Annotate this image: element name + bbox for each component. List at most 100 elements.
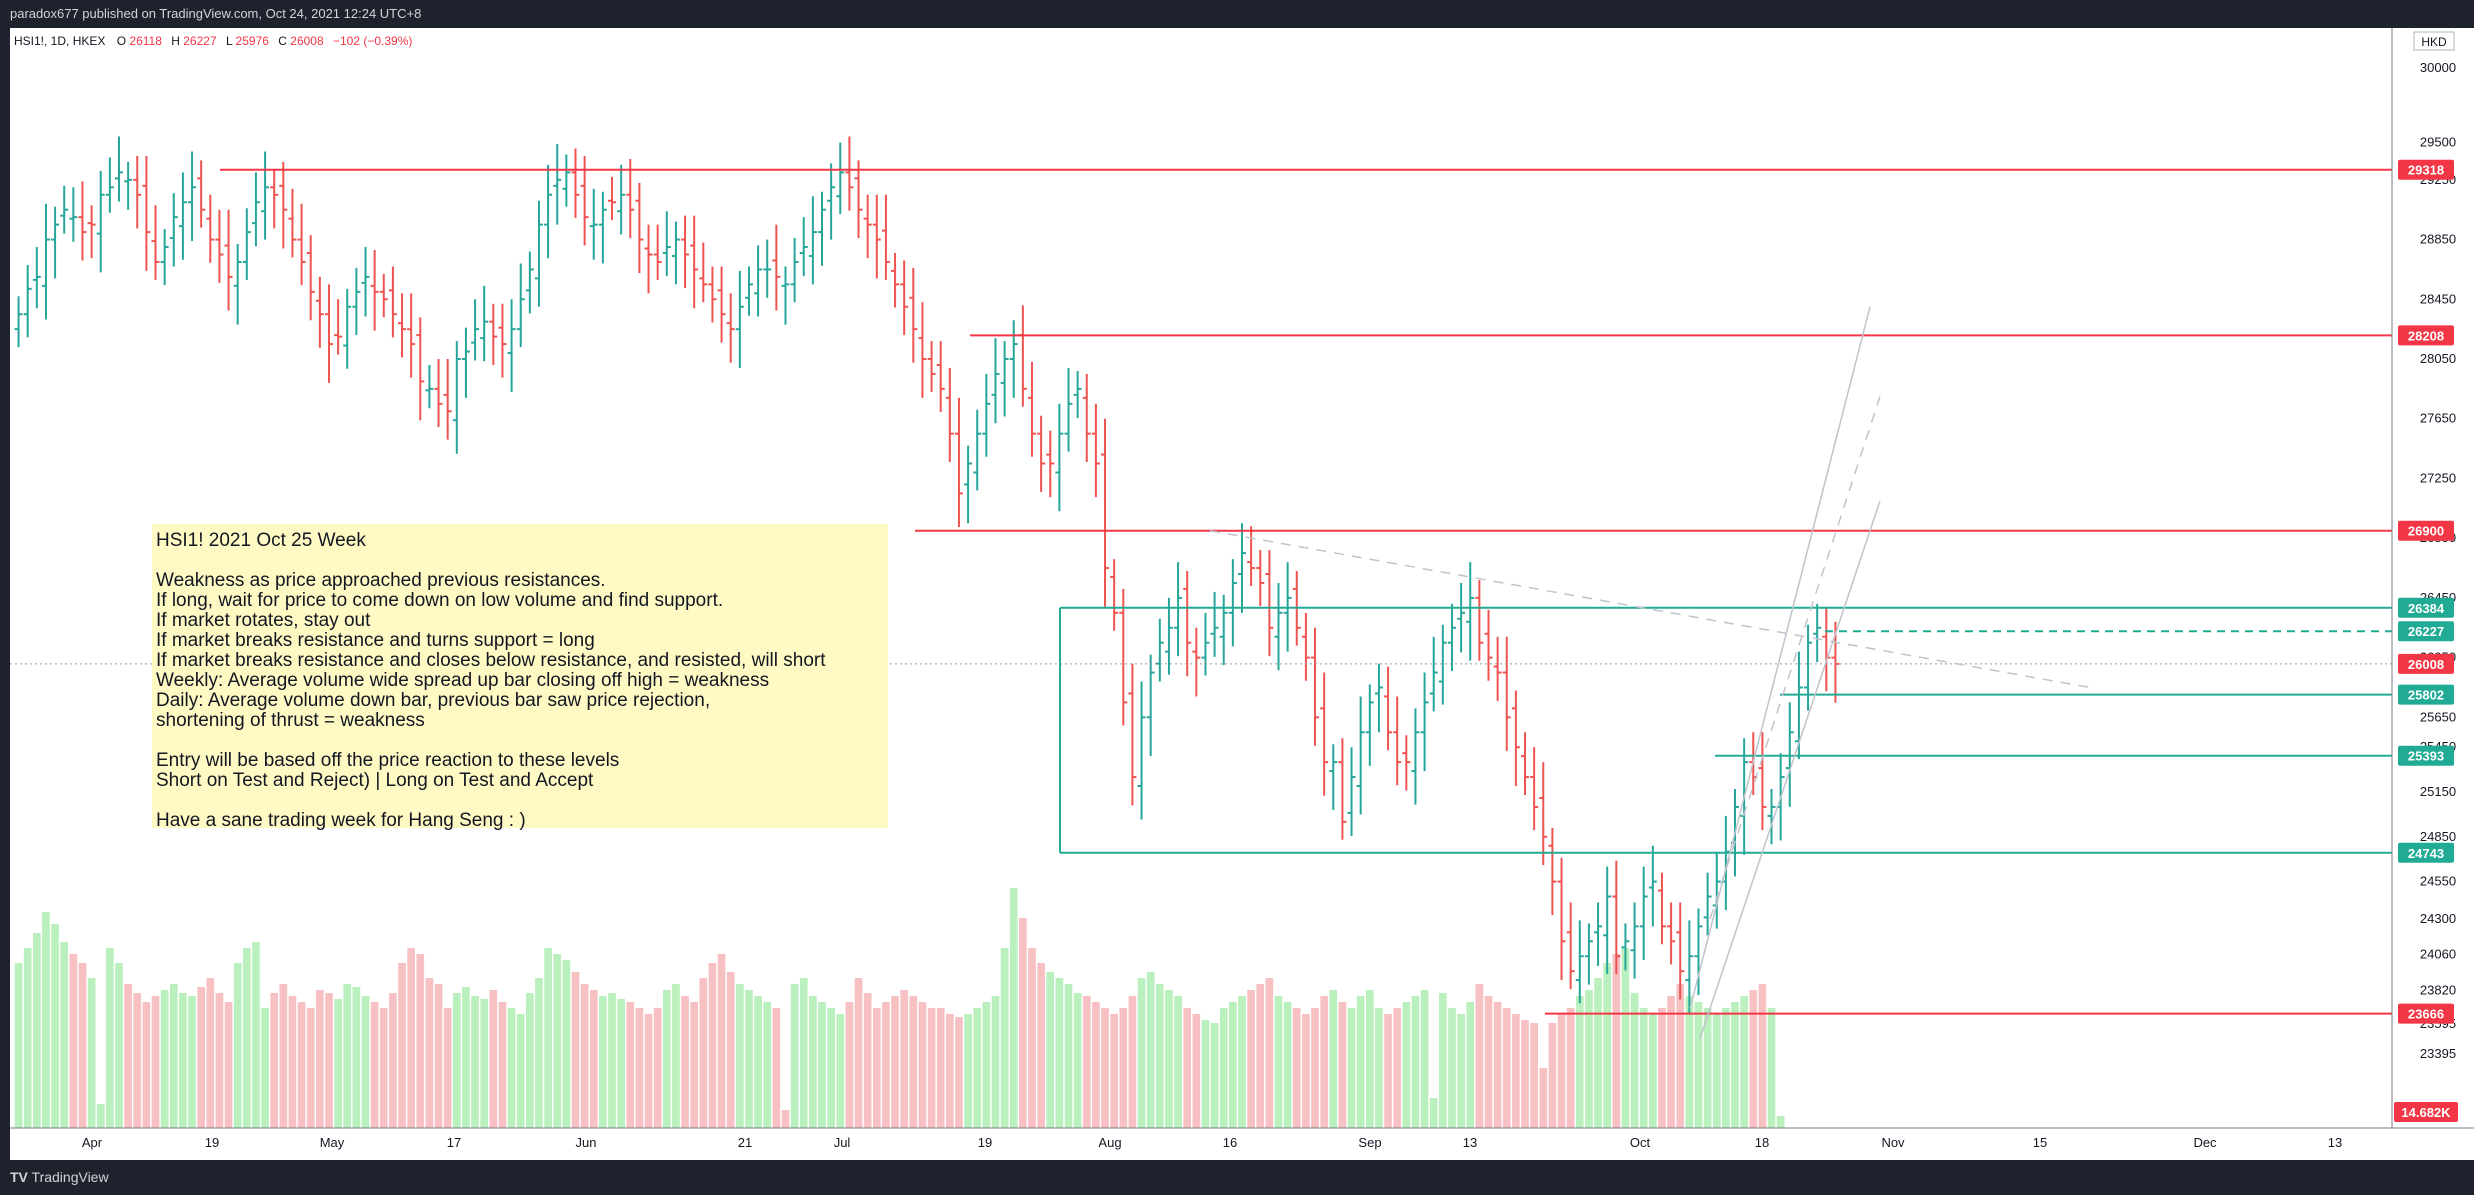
- volume-bar: [1082, 996, 1091, 1128]
- ohlc-bar: [1557, 857, 1566, 981]
- ohlc-bar: [261, 151, 270, 240]
- volume-bar: [1311, 1008, 1319, 1128]
- note-line: Weakness as price approached previous re…: [156, 570, 606, 591]
- time-tick-label: Aug: [1098, 1135, 1121, 1150]
- ohlc-bar: [799, 217, 808, 277]
- ohlc-bar: [635, 182, 644, 274]
- publish-header: paradox677 published on TradingView.com,…: [0, 0, 2474, 28]
- trend-lines: [1209, 306, 2091, 1039]
- volume-bar: [1475, 984, 1484, 1128]
- footer-bar: TV TradingView: [0, 1160, 2474, 1195]
- ohlc-bar: [1813, 603, 1822, 663]
- time-tick-label: May: [320, 1135, 345, 1150]
- volume-bar: [790, 984, 799, 1128]
- volume-bar: [608, 993, 616, 1128]
- ohlc-bar: [1000, 341, 1009, 417]
- volume-bar: [1502, 1008, 1511, 1128]
- svg-text:25393: 25393: [2408, 749, 2444, 764]
- ohlc-bar: [881, 194, 890, 280]
- ohlc-bar: [270, 169, 279, 229]
- note-line: HSI1! 2021 Oct 25 Week: [156, 530, 366, 551]
- ohlc-bar: [1575, 920, 1584, 1004]
- volume-bar: [1283, 1002, 1292, 1128]
- time-tick-label: Dec: [2193, 1135, 2217, 1150]
- ohlc-bar: [1329, 744, 1338, 810]
- published-text: paradox677 published on TradingView.com,…: [10, 6, 422, 21]
- time-tick-label: 19: [205, 1135, 219, 1150]
- time-tick-label: 15: [2033, 1135, 2047, 1150]
- currency-box[interactable]: [2413, 31, 2455, 51]
- volume-bar: [1521, 1020, 1529, 1128]
- time-tick-label: Jun: [576, 1135, 597, 1150]
- note-line: Have a sane trading week for Hang Seng :…: [156, 810, 526, 831]
- price-tick-label: 24300: [2420, 911, 2456, 926]
- volume-bar: [763, 1002, 772, 1128]
- ohlc-bar: [197, 160, 206, 228]
- volume-bar: [407, 948, 415, 1128]
- ohlc-bar: [1703, 872, 1712, 936]
- price-tick-label: 24060: [2420, 947, 2456, 962]
- ohlc-bar: [1393, 696, 1402, 786]
- note-line: Daily: Average volume down bar, previous…: [156, 690, 710, 711]
- ohlc-bar: [215, 209, 224, 283]
- volume-bar: [589, 990, 598, 1128]
- ohlc-bar: [334, 299, 343, 355]
- ohlc-bar: [398, 293, 407, 358]
- channel-lower-line[interactable]: [1699, 500, 1881, 1039]
- ohlc-bar: [653, 224, 662, 280]
- ohlc-bar: [297, 203, 306, 286]
- volume-bar: [1201, 1020, 1210, 1128]
- analysis-note[interactable]: HSI1! 2021 Oct 25 Week Weakness as price …: [152, 524, 888, 831]
- ohlc-bar: [744, 266, 753, 316]
- volume-bar: [462, 987, 470, 1128]
- ohlc-bar: [1639, 866, 1648, 960]
- volume-bar: [982, 1002, 991, 1128]
- ohlc-bar: [544, 164, 553, 259]
- price-tick-label: 29500: [2420, 135, 2456, 150]
- ohlc-bar: [507, 299, 516, 392]
- price-tag: 23666: [2398, 1003, 2454, 1024]
- time-axis[interactable]: Apr 19 May 17 Jun 21 Jul 19 Aug 16 Sep 13 Oct 18 Nov 15…: [82, 1135, 2342, 1150]
- ohlc-bar: [1219, 594, 1228, 666]
- ohlc-bar: [425, 364, 434, 409]
- volume-bar: [51, 924, 59, 1128]
- volume-bar: [1420, 990, 1429, 1128]
- channel-upper-line[interactable]: [1689, 306, 1871, 1009]
- volume-bar: [96, 1104, 105, 1128]
- ohlc-bar: [1137, 681, 1146, 820]
- volume-bar: [1585, 990, 1593, 1128]
- volume-bar: [772, 1008, 781, 1128]
- volume-bar: [1685, 996, 1694, 1128]
- descending-trend-line[interactable]: [1209, 529, 2091, 689]
- volume-bar: [717, 954, 726, 1128]
- channel-mid-line[interactable]: [1709, 396, 1881, 920]
- ohlc-bar: [589, 188, 598, 260]
- ohlc-bar: [1402, 735, 1411, 791]
- price-chart[interactable]: HSI1!, 1D, HKEX O 26118 H 26227 L 25976 …: [10, 28, 2474, 1160]
- time-tick-label: Jul: [834, 1135, 851, 1150]
- ohlc-bar: [936, 341, 945, 413]
- ohlc-bar: [772, 224, 781, 311]
- ohlc-bar: [407, 293, 416, 378]
- ohlc-bar: [480, 285, 489, 362]
- price-tick-label: 28850: [2420, 232, 2456, 247]
- ohlc-bar: [1101, 418, 1110, 607]
- time-tick-label: 18: [1755, 1135, 1769, 1150]
- note-line: Entry will be based off the price reacti…: [156, 750, 619, 771]
- volume-bar: [160, 990, 169, 1128]
- volume-bar: [489, 990, 498, 1128]
- volume-bar: [1658, 1008, 1666, 1128]
- ohlc-bar: [1073, 370, 1082, 418]
- volume-bar: [1740, 996, 1748, 1128]
- volume-bar: [1046, 972, 1055, 1128]
- ohlc-bar: [461, 327, 470, 398]
- volume-bar: [343, 984, 352, 1128]
- volume-bar: [672, 984, 680, 1128]
- ohlc-bar: [1119, 588, 1128, 726]
- ohlc-bar: [1548, 827, 1557, 916]
- ohlc-bar: [288, 188, 297, 258]
- volume-bar: [872, 1008, 881, 1128]
- ohlc-bar: [681, 215, 690, 289]
- note-line: If market breaks resistance and turns su…: [156, 630, 595, 651]
- volume-bar: [87, 978, 96, 1128]
